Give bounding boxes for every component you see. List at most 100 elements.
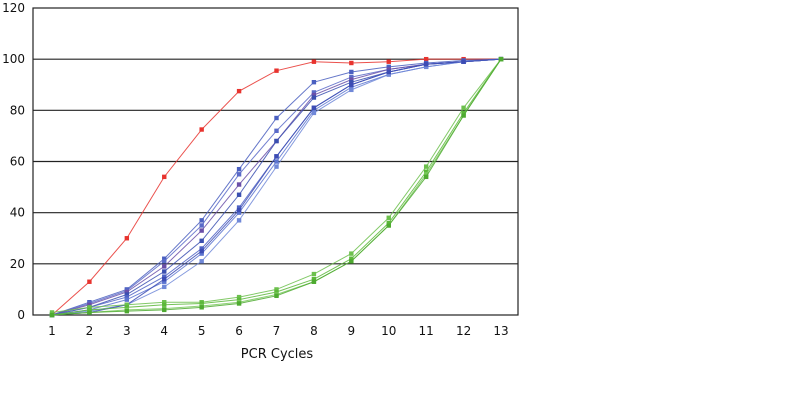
- y-tick-label: 0: [17, 308, 25, 322]
- data-point: [311, 95, 317, 100]
- data-point: [274, 68, 279, 73]
- y-tick-label: 40: [10, 206, 25, 220]
- data-point: [199, 248, 204, 254]
- x-tick-label: 12: [456, 324, 471, 338]
- data-point: [461, 110, 466, 116]
- x-tick-label: 13: [493, 324, 508, 338]
- series-line: [51, 58, 502, 316]
- data-point: [236, 192, 242, 197]
- series-line: [51, 58, 502, 316]
- data-point: [461, 59, 466, 64]
- data-point: [124, 292, 130, 297]
- series-line: [51, 58, 502, 316]
- data-point: [199, 228, 204, 233]
- data-point: [349, 82, 354, 87]
- plot-frame: [32, 7, 519, 316]
- data-point: [124, 305, 130, 310]
- data-point: [386, 67, 391, 72]
- data-point: [199, 238, 204, 244]
- data-point: [162, 276, 167, 282]
- data-point: [162, 274, 167, 279]
- data-point: [199, 301, 204, 306]
- data-point: [274, 128, 279, 133]
- series-8: [49, 56, 504, 318]
- series-5: [49, 56, 504, 318]
- x-axis-ticks: 1 2 3 4 5 6 7 8 9 10 11 12 13: [48, 324, 508, 338]
- data-point: [124, 236, 130, 241]
- data-point: [311, 271, 317, 277]
- x-tick-label: 8: [310, 324, 318, 338]
- data-point: [349, 60, 354, 66]
- data-point: [162, 307, 167, 313]
- data-point: [236, 218, 242, 223]
- x-tick-label: 1: [48, 324, 56, 338]
- data-point: [124, 308, 130, 314]
- data-point: [386, 220, 391, 226]
- x-tick-label: 2: [86, 324, 94, 338]
- series-line: [51, 58, 502, 316]
- data-point: [461, 105, 466, 110]
- series-10: [49, 56, 504, 318]
- series-group: [49, 56, 504, 318]
- data-point: [236, 301, 242, 306]
- data-point: [311, 108, 317, 113]
- data-point: [386, 59, 391, 64]
- data-point: [162, 264, 167, 269]
- data-point: [386, 215, 391, 220]
- series-line: [51, 58, 502, 316]
- series-line: [51, 58, 502, 316]
- data-point: [236, 294, 242, 300]
- data-point: [274, 154, 279, 159]
- data-point: [199, 127, 204, 132]
- data-point: [349, 251, 354, 256]
- data-point: [423, 64, 429, 70]
- data-point: [162, 174, 167, 180]
- data-point: [274, 164, 279, 169]
- y-tick-label: 120: [2, 1, 25, 15]
- data-point: [199, 259, 204, 264]
- data-point: [386, 72, 391, 77]
- data-point: [423, 172, 429, 177]
- data-point: [236, 205, 242, 210]
- y-axis-ticks: 0 20 40 60 80 100 120: [2, 1, 25, 322]
- x-tick-label: 4: [160, 324, 168, 338]
- data-point: [311, 276, 317, 282]
- data-point: [349, 77, 354, 82]
- data-point: [49, 310, 55, 315]
- data-point: [274, 289, 279, 295]
- data-point: [124, 302, 130, 307]
- series-0: [49, 56, 504, 318]
- series-9: [49, 56, 504, 315]
- data-point: [423, 164, 429, 169]
- data-point: [423, 62, 429, 67]
- series-12: [49, 56, 504, 318]
- data-point: [274, 159, 279, 164]
- data-point: [386, 223, 391, 228]
- data-point: [498, 56, 504, 62]
- data-point: [423, 174, 429, 180]
- x-tick-label: 5: [198, 324, 206, 338]
- data-point: [311, 105, 317, 110]
- data-point: [162, 279, 167, 284]
- data-point: [386, 69, 391, 75]
- x-tick-label: 9: [348, 324, 356, 338]
- data-point: [311, 110, 317, 116]
- y-tick-label: 100: [2, 52, 25, 66]
- x-axis-label: PCR Cycles: [241, 347, 314, 362]
- data-point: [162, 284, 167, 290]
- data-point: [349, 85, 354, 90]
- data-point: [236, 297, 242, 302]
- data-point: [386, 64, 391, 70]
- data-point: [349, 87, 354, 93]
- data-point: [349, 256, 354, 261]
- data-point: [236, 182, 242, 187]
- data-point: [349, 259, 354, 264]
- series-4: [49, 56, 504, 318]
- data-point: [162, 269, 167, 274]
- data-point: [236, 166, 242, 172]
- data-point: [199, 246, 204, 251]
- x-tick-label: 10: [381, 324, 396, 338]
- data-point: [311, 90, 317, 95]
- series-line: [51, 58, 502, 316]
